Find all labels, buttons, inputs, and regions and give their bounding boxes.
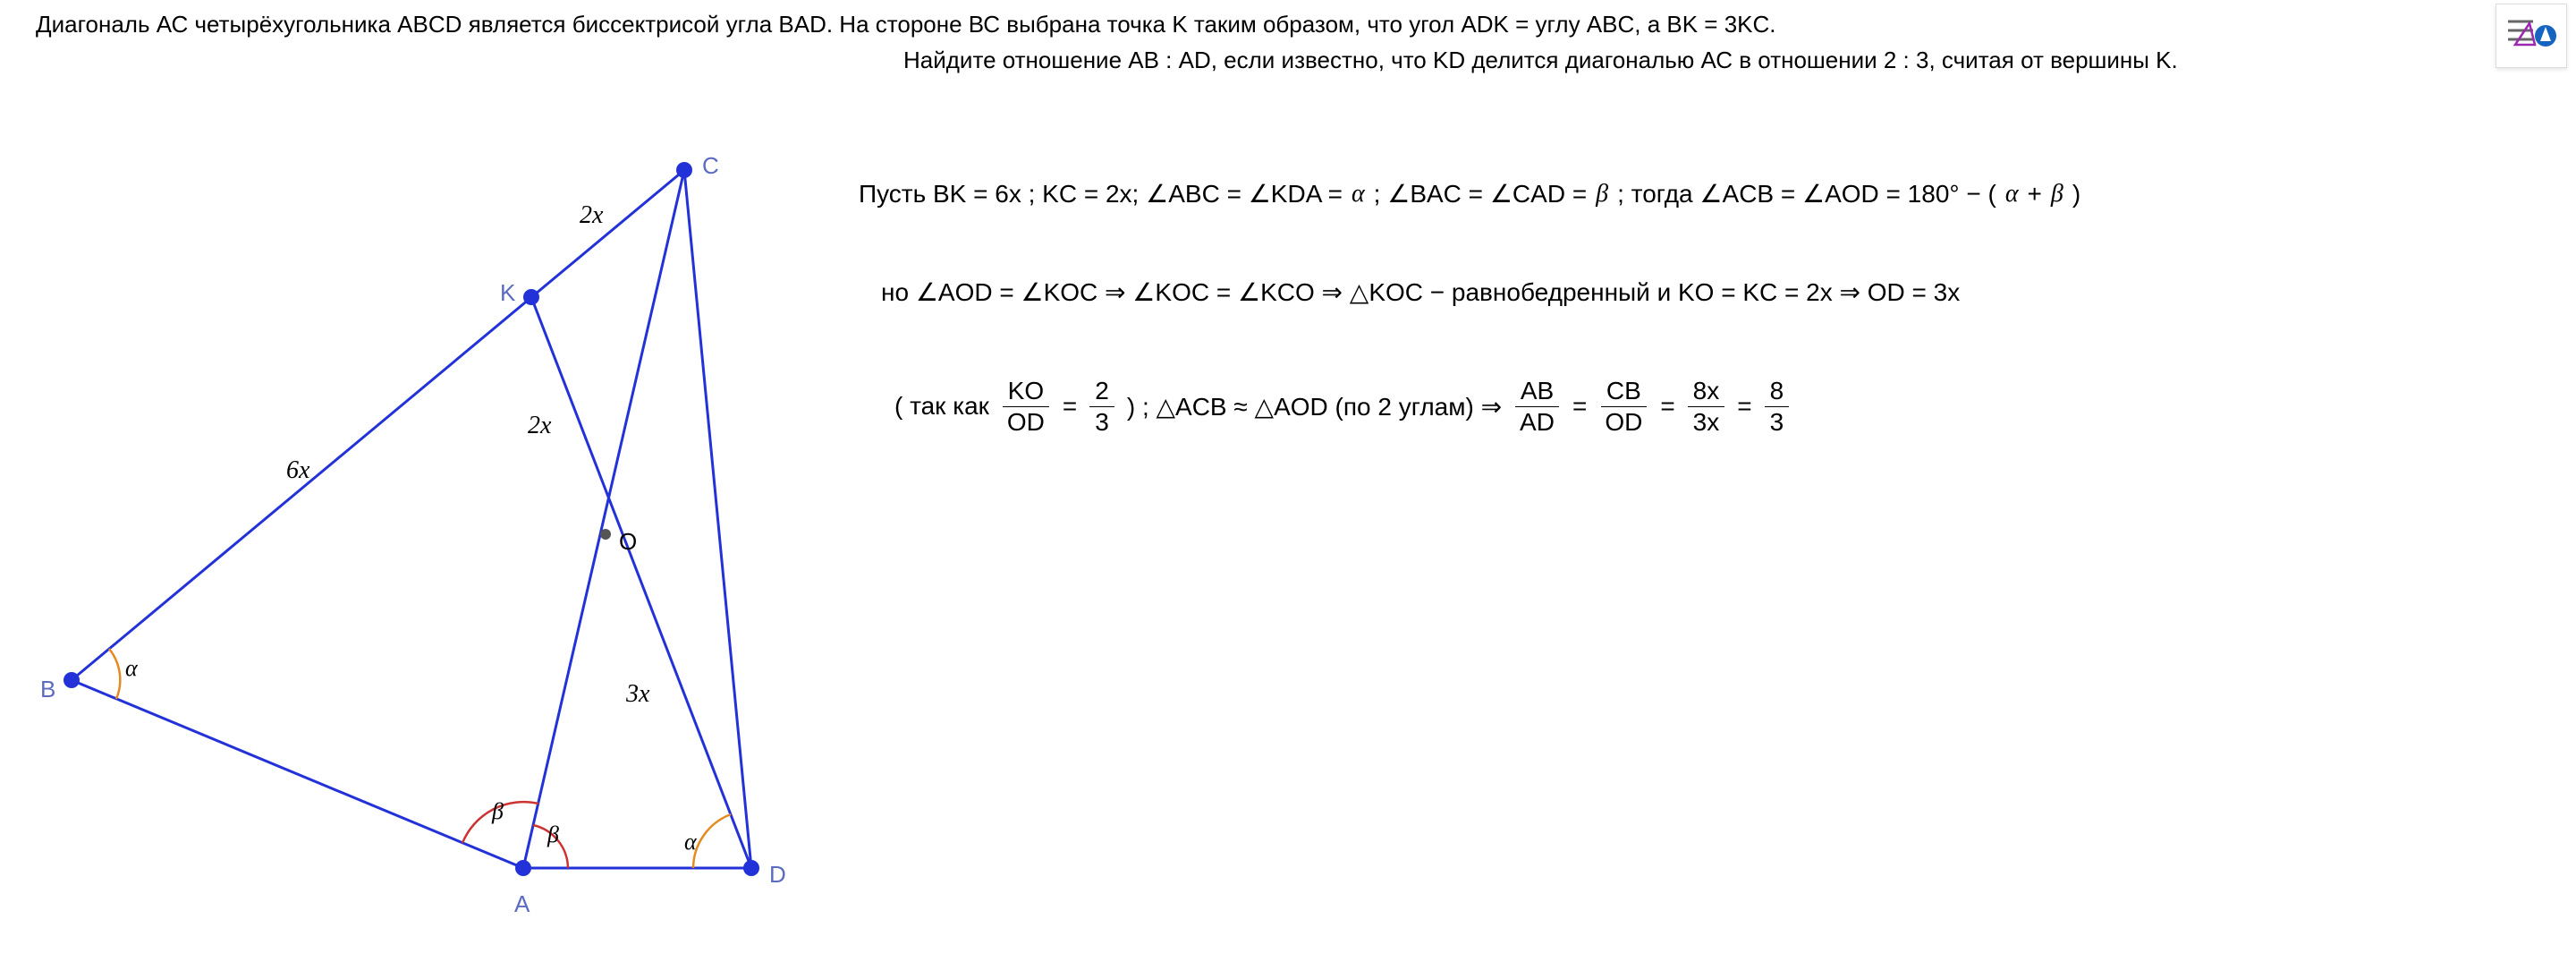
label-point-B: B bbox=[40, 676, 55, 703]
sol3-frac3: AB AD bbox=[1514, 376, 1560, 437]
solution-row-2: но ∠AOD = ∠KOC ⇒ ∠KOC = ∠KCO ⇒ △KOC − ра… bbox=[881, 277, 1960, 307]
toolbar-icon bbox=[2503, 11, 2560, 61]
sol1-beta2: β bbox=[2051, 180, 2063, 209]
sol3-frac2-num: 2 bbox=[1089, 376, 1114, 407]
problem-line-1: Диагональ АС четырёхугольника ABCD являе… bbox=[36, 11, 1776, 38]
sol3-eq1: = bbox=[1063, 392, 1077, 421]
sol3-frac1-num: KO bbox=[1003, 376, 1049, 407]
label-edge-KO: 2x bbox=[528, 412, 551, 440]
sol2-text: но ∠AOD = ∠KOC ⇒ ∠KOC = ∠KCO ⇒ △KOC − ра… bbox=[881, 277, 1960, 307]
point-A bbox=[515, 860, 531, 876]
sol3-frac4: CB OD bbox=[1599, 376, 1648, 437]
sol1-close: ) bbox=[2072, 180, 2080, 209]
label-edge-KC: 2x bbox=[580, 201, 603, 230]
label-edge-OD: 3x bbox=[626, 680, 649, 709]
label-angle-beta-left: β bbox=[492, 798, 504, 825]
sol3-frac1: KO OD bbox=[1002, 376, 1050, 437]
sol3-eq3: = bbox=[1660, 392, 1674, 421]
label-angle-alpha-D: α bbox=[684, 829, 697, 856]
solution-row-1: Пусть BK = 6x ; KC = 2x; ∠ABC = ∠KDA = α… bbox=[859, 179, 2080, 209]
point-B bbox=[64, 672, 80, 688]
sol3-mid: ) ; △ACB ≈ △AOD (по 2 углам) ⇒ bbox=[1127, 392, 1502, 421]
sol1-mid: ; ∠BAC = ∠CAD = bbox=[1374, 179, 1588, 209]
label-edge-BK: 6x bbox=[286, 456, 309, 485]
sol3-frac6-num: 8 bbox=[1765, 376, 1790, 407]
geometry-diagram: A B C D K O 2x 6x 2x 3x α α β β bbox=[18, 125, 841, 931]
sol3-frac2-den: 3 bbox=[1089, 407, 1114, 438]
sol3-frac3-num: AB bbox=[1515, 376, 1559, 407]
label-point-A: A bbox=[514, 890, 530, 918]
edge-CD bbox=[684, 170, 751, 868]
angle-arc-alpha-D bbox=[693, 814, 731, 868]
sol3-eq2: = bbox=[1572, 392, 1587, 421]
label-angle-beta-right: β bbox=[547, 822, 559, 848]
sol3-frac6: 8 3 bbox=[1765, 376, 1790, 437]
sol3-frac6-den: 3 bbox=[1765, 407, 1790, 438]
solution-row-3: ( так как KO OD = 2 3 ) ; △ACB ≈ △AOD (п… bbox=[894, 376, 1792, 437]
sol3-frac2: 2 3 bbox=[1089, 376, 1114, 437]
sol1-alpha: α bbox=[1352, 180, 1365, 209]
sol3-frac5: 8x 3x bbox=[1688, 376, 1725, 437]
sol3-frac5-num: 8x bbox=[1688, 376, 1725, 407]
sol1-beta: β bbox=[1596, 180, 1608, 209]
sol3-frac4-num: CB bbox=[1601, 376, 1647, 407]
segment-KD bbox=[531, 297, 751, 868]
point-K bbox=[523, 289, 539, 305]
point-C bbox=[676, 162, 692, 178]
problem-line-2: Найдите отношение АВ : AD, если известно… bbox=[903, 47, 2178, 74]
diagonal-AC bbox=[523, 170, 684, 868]
point-O bbox=[600, 529, 611, 540]
label-angle-alpha-B: α bbox=[125, 655, 138, 682]
sol1-plus: + bbox=[2028, 180, 2042, 209]
sol3-eq4: = bbox=[1737, 392, 1751, 421]
edge-BC bbox=[72, 170, 684, 680]
sol1-suffix: ; тогда ∠ACB = ∠AOD = 180° − ( bbox=[1617, 179, 1996, 209]
toolbar-toggle-button[interactable] bbox=[2496, 4, 2567, 68]
edge-AB bbox=[72, 680, 523, 868]
angle-arc-alpha-B bbox=[109, 649, 120, 699]
point-D bbox=[743, 860, 759, 876]
label-point-C: C bbox=[702, 152, 719, 180]
sol3-open: ( так как bbox=[894, 392, 989, 421]
sol3-frac3-den: AD bbox=[1514, 407, 1560, 438]
sol1-alpha2: α bbox=[2005, 180, 2019, 209]
sol1-prefix: Пусть BK = 6x ; KC = 2x; ∠ABC = ∠KDA = bbox=[859, 179, 1343, 209]
label-point-O: O bbox=[619, 528, 637, 556]
diagram-svg bbox=[18, 125, 841, 931]
sol3-frac4-den: OD bbox=[1599, 407, 1648, 438]
label-point-K: K bbox=[500, 279, 515, 307]
sol3-frac1-den: OD bbox=[1002, 407, 1050, 438]
label-point-D: D bbox=[769, 861, 786, 889]
sol3-frac5-den: 3x bbox=[1688, 407, 1725, 438]
